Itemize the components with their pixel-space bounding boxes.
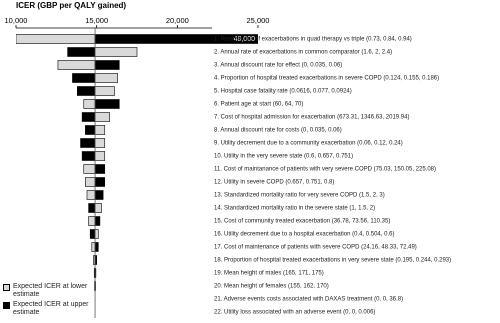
legend-swatch [3, 284, 10, 291]
bar [83, 164, 96, 174]
bar [94, 190, 104, 200]
bar [86, 190, 96, 200]
bar [81, 112, 96, 122]
bar [72, 73, 96, 83]
category-label: 18. Proportion of hospital treated exace… [214, 258, 451, 264]
bar [88, 203, 96, 213]
category-label: 7. Cost of hospital admission for exacer… [214, 115, 409, 121]
category-label: 22. Utility loss associated with an adve… [214, 310, 375, 316]
category-label: 5. Hospital case fatality rate (0.0616, … [214, 89, 352, 95]
category-label: 14. Standardized mortality ratio in the … [214, 206, 375, 212]
category-label: 2. Annual rate of exacerbations in commo… [214, 50, 392, 56]
bar [88, 216, 96, 226]
bar [94, 177, 106, 187]
bar [94, 229, 99, 239]
x-tick-label: 10,000 [5, 16, 28, 25]
bar [94, 203, 102, 213]
bar [91, 242, 96, 252]
x-tick-label: 15,000 [85, 16, 108, 25]
bar [77, 86, 96, 96]
category-label: 3. Annual discount rate for effect (0, 0… [214, 63, 342, 69]
bar [81, 151, 96, 161]
bar [67, 47, 96, 57]
bar [94, 73, 118, 83]
bar [94, 242, 99, 252]
x-tick-label: 20,000 [166, 16, 189, 25]
category-label: 19. Mean height of males (165, 171, 175) [214, 271, 324, 277]
bar [94, 99, 120, 109]
category-label: 20. Mean height of females (155, 162, 17… [214, 284, 329, 290]
category-label: 8. Annual discount rate for costs (0, 0.… [214, 128, 342, 134]
bar [89, 229, 96, 239]
bar [85, 177, 96, 187]
category-label: 21. Adverse events costs associated with… [214, 297, 403, 303]
legend-item: Expected ICER at upper estimate [3, 301, 95, 317]
value-label: 48,000 [234, 36, 256, 43]
bar [94, 86, 115, 96]
category-label: 11. Cost of maintanance of patients with… [214, 167, 436, 173]
category-label: 1. Relative risk of exacerbations in qua… [214, 37, 412, 43]
bar [94, 47, 138, 57]
category-label: 6. Patient age at start (60, 64, 70) [214, 102, 303, 108]
bar [94, 164, 106, 174]
bar [94, 112, 110, 122]
bar [94, 138, 106, 148]
category-label: 4. Proportion of hospital treated exacer… [214, 76, 439, 82]
bar [94, 125, 106, 135]
bar [85, 125, 96, 135]
chart-title: ICER (GBP per QALY gained) [16, 1, 126, 10]
legend: Expected ICER at lower estimate Expected … [3, 283, 95, 319]
legend-swatch [3, 302, 10, 309]
bar [80, 138, 96, 148]
category-label: 10. Utility in the very severe state (0.… [214, 154, 353, 160]
legend-item: Expected ICER at lower estimate [3, 283, 95, 299]
category-label: 16. Utility decrement due to a hospital … [214, 232, 394, 238]
category-label: 12. Utility in severe COPD (0.657, 0.751… [214, 180, 334, 186]
category-label: 17. Cost of maintenance of patients with… [214, 245, 417, 251]
bar [94, 216, 101, 226]
category-label: 9. Utility decrement due to a community … [214, 141, 403, 147]
bar [94, 60, 120, 70]
bar [57, 60, 96, 70]
x-tick-label: 25,000 [247, 16, 270, 25]
category-label: 15. Cost of community treated exacerbati… [214, 219, 390, 225]
legend-label: Expected ICER at lower estimate [13, 283, 88, 298]
legend-label: Expected ICER at upper estimate [13, 301, 89, 316]
bar [83, 99, 96, 109]
bar [16, 34, 96, 44]
bar [94, 151, 106, 161]
bars [16, 34, 258, 291]
category-label: 13. Standardized mortality ratio for ver… [214, 193, 385, 199]
